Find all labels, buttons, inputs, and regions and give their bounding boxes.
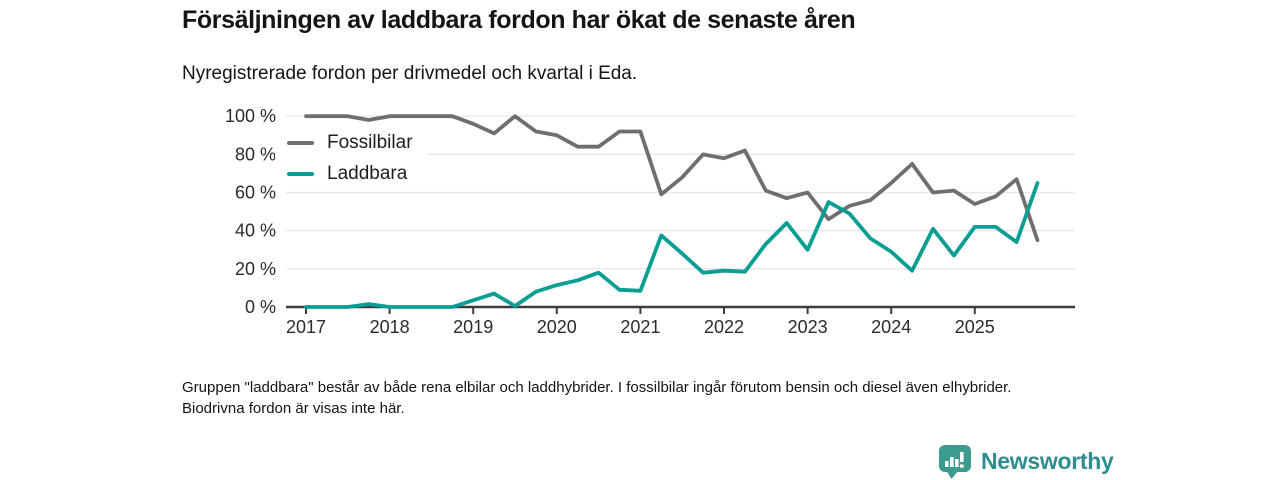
y-tick-label-40: 40 % — [235, 221, 276, 241]
series-line-laddbara — [304, 181, 1040, 309]
icon-bubble — [939, 445, 971, 472]
y-tick-label-20: 20 % — [235, 259, 276, 279]
x-tick-label-2024: 2024 — [871, 317, 911, 337]
legend-swatch-laddbara — [287, 172, 314, 176]
y-tick-label-0: 0 % — [245, 297, 276, 317]
y-tick-label-100: 100 % — [225, 106, 276, 126]
legend-swatch-fossilbilar — [287, 141, 314, 145]
chart-title: Försäljningen av laddbara fordon har öka… — [182, 6, 856, 34]
newsworthy-wordmark: Newsworthy — [981, 448, 1114, 474]
x-tick-label-2019: 2019 — [453, 317, 493, 337]
y-tick-label-60: 60 % — [235, 183, 276, 203]
chart-footnote: Gruppen "laddbara" består av både rena e… — [182, 379, 1012, 418]
x-tick-label-2018: 2018 — [370, 317, 410, 337]
x-tick-label-2023: 2023 — [788, 317, 828, 337]
newsworthy-icon — [939, 445, 971, 479]
series-line-fossilbilar — [304, 114, 1040, 243]
icon-bubble-tail — [946, 470, 959, 479]
chart-area: 0 % 20 % 40 % 60 % 80 % 100 % 2017 2018 2019 2020… — [180, 100, 1080, 348]
x-tick-label-2017: 2017 — [286, 317, 326, 337]
chart-svg: 0 % 20 % 40 % 60 % 80 % 100 % 2017 2018 2019 2020… — [225, 106, 1075, 337]
legend-label-laddbara: Laddbara — [327, 163, 408, 184]
legend-item-fossilbilar: Fossilbilar — [287, 132, 413, 154]
x-tick-label-2022: 2022 — [704, 317, 744, 337]
x-tick-label-2025: 2025 — [955, 317, 995, 337]
newsworthy-logo: Newsworthy — [938, 444, 1114, 479]
chart-subtitle: Nyregistrerade fordon per drivmedel och … — [182, 63, 638, 84]
y-tick-label-80: 80 % — [235, 144, 276, 164]
chart-legend: Fossilbilar Laddbara — [275, 127, 427, 190]
legend-item-laddbara: Laddbara — [287, 163, 413, 185]
legend-label-fossilbilar: Fossilbilar — [327, 132, 413, 153]
x-tick-label-2020: 2020 — [537, 317, 577, 337]
x-tick-label-2021: 2021 — [620, 317, 660, 337]
